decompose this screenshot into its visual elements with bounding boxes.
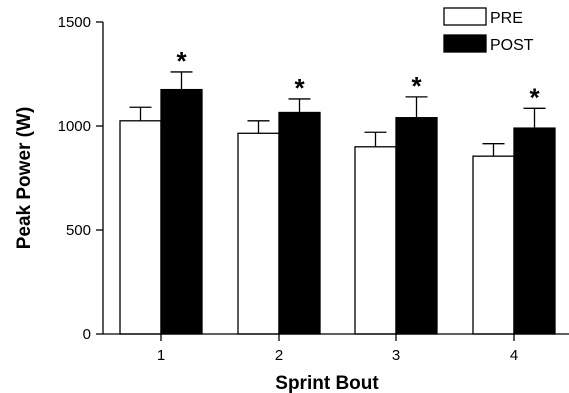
- legend-swatch-pre: [443, 7, 487, 26]
- plot-area: * * * *: [119, 46, 556, 335]
- y-tick-label: 0: [83, 326, 91, 343]
- y-tick-label: 1000: [58, 118, 91, 135]
- legend-label-pre: PRE: [490, 10, 523, 27]
- axes: 0 500 1000 1500 1 2 3 4: [58, 14, 569, 364]
- significance-marker: *: [294, 73, 305, 103]
- x-tick-label: 3: [392, 347, 400, 364]
- bar-post: [160, 88, 203, 335]
- bar-post: [513, 127, 556, 335]
- bar-post: [278, 111, 321, 335]
- bar-pre: [119, 120, 162, 335]
- bar-post: [395, 117, 438, 335]
- y-tick-label: 1500: [58, 14, 91, 31]
- y-tick-label: 500: [66, 222, 91, 239]
- y-axis-title: Peak Power (W): [14, 107, 35, 250]
- x-tick-label: 2: [275, 347, 283, 364]
- significance-marker: *: [529, 82, 540, 112]
- x-tick-label: 4: [510, 347, 518, 364]
- bar-pre: [472, 155, 515, 335]
- x-axis-title: Sprint Bout: [275, 373, 379, 393]
- legend: PRE POST: [443, 7, 534, 54]
- significance-marker: *: [411, 71, 422, 101]
- legend-swatch-post: [443, 34, 487, 53]
- bar-pre: [237, 132, 280, 335]
- x-tick-label: 1: [157, 347, 165, 364]
- bar-pre: [354, 146, 397, 335]
- legend-label-post: POST: [490, 37, 534, 54]
- significance-marker: *: [176, 46, 187, 76]
